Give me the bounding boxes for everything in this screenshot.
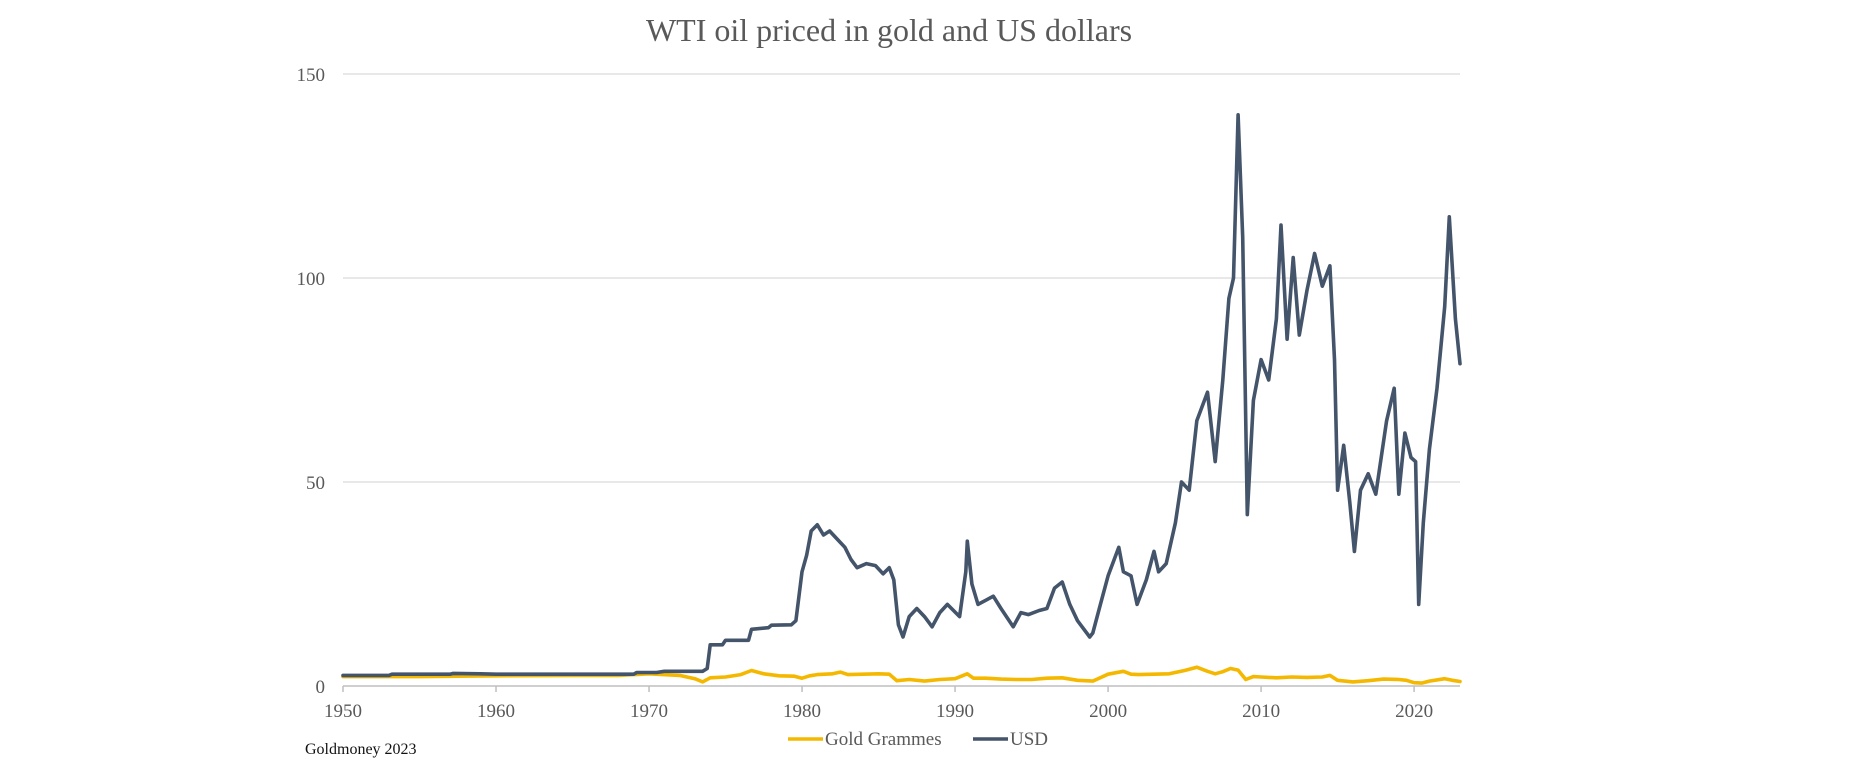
x-tick-label: 2010	[1242, 701, 1280, 722]
x-axis: 1950 1960 1970 1980 1990 2000 2010 2020	[324, 685, 1460, 722]
legend-label: USD	[1010, 729, 1048, 750]
plot-area	[341, 113, 1462, 685]
x-tick-label: 2000	[1089, 701, 1127, 722]
x-tick-label: 1980	[783, 701, 821, 722]
legend: Gold Grammes USD	[788, 729, 1048, 750]
source-label: Goldmoney 2023	[305, 741, 417, 758]
x-tick-label: 1960	[477, 701, 515, 722]
y-axis: 0 50 100 150	[297, 65, 326, 698]
x-tick-label: 1990	[936, 701, 974, 722]
y-tick-label: 100	[297, 269, 326, 290]
legend-label: Gold Grammes	[825, 729, 942, 750]
chart-title: WTI oil priced in gold and US dollars	[646, 12, 1132, 48]
grid	[343, 73, 1460, 483]
series-line-gold-grammes	[341, 665, 1462, 685]
x-tick-label: 2020	[1395, 701, 1433, 722]
y-tick-label: 0	[316, 677, 326, 698]
series-line-usd	[341, 113, 1462, 678]
y-tick-label: 50	[306, 473, 325, 494]
x-tick-label: 1970	[630, 701, 668, 722]
y-tick-label: 150	[297, 65, 326, 86]
x-tick-label: 1950	[324, 701, 362, 722]
